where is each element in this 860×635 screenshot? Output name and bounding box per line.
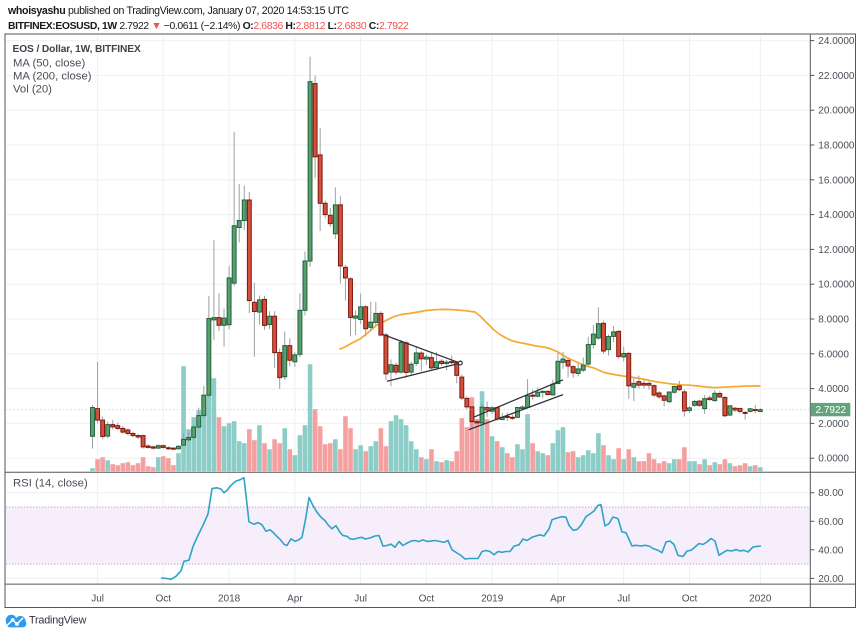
svg-text:12.0000: 12.0000 xyxy=(818,245,855,256)
svg-text:14.0000: 14.0000 xyxy=(818,210,855,221)
svg-text:18.0000: 18.0000 xyxy=(818,141,855,152)
svg-text:2.7922: 2.7922 xyxy=(816,405,847,416)
svg-text:20.00: 20.00 xyxy=(818,574,843,585)
svg-text:2018: 2018 xyxy=(218,594,241,605)
svg-text:40.00: 40.00 xyxy=(818,545,843,556)
svg-text:20.0000: 20.0000 xyxy=(818,106,855,117)
svg-text:Oct: Oct xyxy=(156,594,172,605)
svg-text:16.0000: 16.0000 xyxy=(818,175,855,186)
svg-text:Jul: Jul xyxy=(617,594,630,605)
svg-text:2020: 2020 xyxy=(749,594,772,605)
svg-text:TradingView: TradingView xyxy=(29,615,87,627)
svg-text:80.00: 80.00 xyxy=(818,488,843,499)
svg-text:24.0000: 24.0000 xyxy=(818,36,855,47)
svg-text:0.0000: 0.0000 xyxy=(818,454,849,465)
svg-text:MA (50, close): MA (50, close) xyxy=(13,58,85,70)
svg-text:60.00: 60.00 xyxy=(818,517,843,528)
svg-text:Jul: Jul xyxy=(91,594,104,605)
svg-text:6.0000: 6.0000 xyxy=(818,349,849,360)
svg-text:Apr: Apr xyxy=(287,594,303,605)
svg-text:22.0000: 22.0000 xyxy=(818,71,855,82)
svg-text:8.0000: 8.0000 xyxy=(818,315,849,326)
svg-text:whoisyashu published on Tradin: whoisyashu published on TradingView.com,… xyxy=(7,5,349,17)
svg-text:Oct: Oct xyxy=(682,594,698,605)
svg-text:MA (200, close): MA (200, close) xyxy=(13,71,92,83)
svg-text:RSI (14, close): RSI (14, close) xyxy=(13,478,88,490)
svg-text:Oct: Oct xyxy=(419,594,435,605)
svg-text:Jul: Jul xyxy=(354,594,367,605)
svg-text:EOS / Dollar, 1W, BITFINEX: EOS / Dollar, 1W, BITFINEX xyxy=(13,44,141,55)
svg-text:Vol (20): Vol (20) xyxy=(13,84,52,96)
svg-text:Apr: Apr xyxy=(550,594,566,605)
svg-text:4.0000: 4.0000 xyxy=(818,384,849,395)
svg-text:BITFINEX:EOSUSD, 1W 2.7922 ▼ −: BITFINEX:EOSUSD, 1W 2.7922 ▼ −0.0611 (−2… xyxy=(8,21,409,32)
svg-text:2019: 2019 xyxy=(481,594,504,605)
svg-text:2.0000: 2.0000 xyxy=(818,419,849,430)
svg-text:10.0000: 10.0000 xyxy=(818,280,855,291)
